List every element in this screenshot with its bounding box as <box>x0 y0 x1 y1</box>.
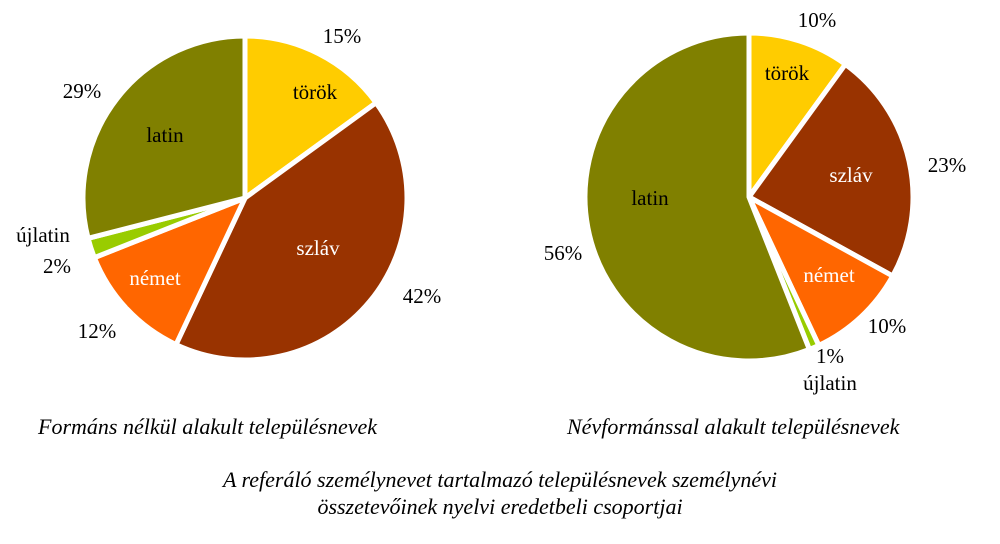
pie-2-label-latin: latin <box>631 186 669 210</box>
pie-2-value-szlav: 23% <box>928 153 967 177</box>
pie-1-label-nemet: német <box>129 266 180 290</box>
pie-2-slice-torok <box>746 30 848 200</box>
chart-2-title: Névformánssal alakult településnevek <box>567 414 900 439</box>
pie-1-slice-szlav <box>173 100 410 363</box>
caption-line-2: összetevőinek nyelvi eredetbeli csoportj… <box>317 494 683 519</box>
caption-line-1: A referáló személynevet tartalmazó telep… <box>222 467 778 492</box>
pie-1-label-latin: latin <box>146 123 184 147</box>
pie-1-value-nemet: 12% <box>78 319 117 343</box>
pie-1-slice-latin <box>80 33 248 241</box>
figure-caption: A referáló személynevet tartalmazó telep… <box>0 466 1000 520</box>
pie-2-label-szlav: szláv <box>829 163 873 187</box>
pie-1-label-torok: török <box>293 80 338 104</box>
chart-1-title: Formáns nélkül alakult településnevek <box>38 414 378 439</box>
pie-chart-1: török 15% szláv 42% német 12% újlatin 2% latin 29… <box>16 24 442 363</box>
pie-1-slice-nemet <box>91 195 248 348</box>
pie-2-label-nemet: német <box>803 263 854 287</box>
pie-2-value-torok: 10% <box>798 8 837 32</box>
pie-1-slice-torok <box>242 33 379 201</box>
pie-2-value-ujlatin: 1% <box>816 344 844 368</box>
pie-2-label-torok: török <box>765 61 810 85</box>
pie-1-value-torok: 15% <box>323 24 362 48</box>
pie-2-value-latin: 56% <box>544 241 583 265</box>
pie-2-label-ujlatin: újlatin <box>803 371 857 395</box>
pie-2-slice-latin <box>582 30 812 364</box>
pie-1-label-szlav: szláv <box>296 236 340 260</box>
pie-chart-2: török 10% szláv 23% német 10% újlatin 1% latin 56… <box>544 8 967 395</box>
pie-1-value-ujlatin: 2% <box>43 254 71 278</box>
pie-2-slice-nemet <box>746 194 896 348</box>
pie-1-value-szlav: 42% <box>403 284 442 308</box>
pie-2-value-nemet: 10% <box>868 314 907 338</box>
pie-2-slice-szlav <box>746 61 916 279</box>
pie-1-label-ujlatin: újlatin <box>16 223 70 247</box>
pie-1-value-latin: 29% <box>63 79 102 103</box>
